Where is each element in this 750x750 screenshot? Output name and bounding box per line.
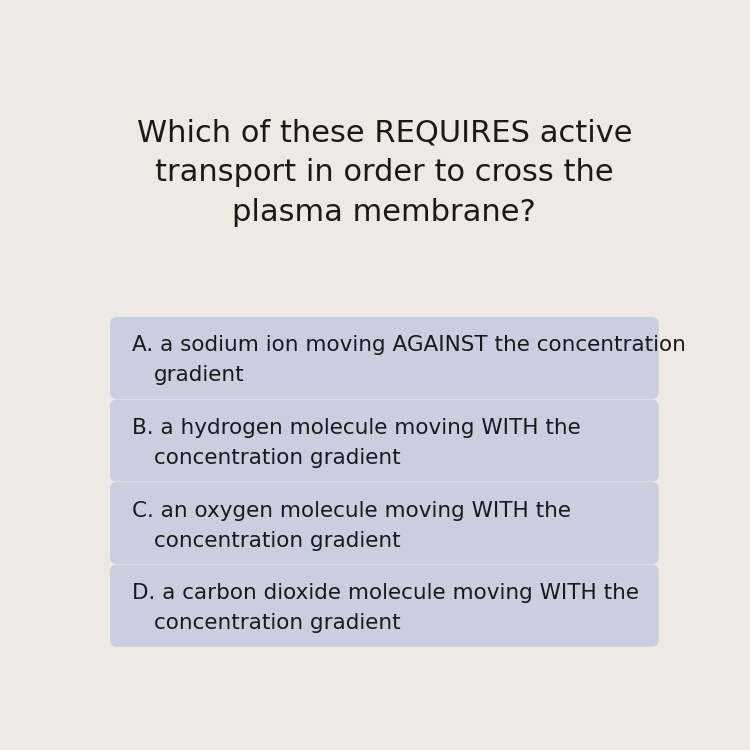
FancyBboxPatch shape (110, 400, 658, 482)
FancyBboxPatch shape (110, 482, 658, 564)
FancyBboxPatch shape (110, 317, 658, 399)
Text: concentration gradient: concentration gradient (154, 614, 401, 633)
Text: D. a carbon dioxide molecule moving WITH the: D. a carbon dioxide molecule moving WITH… (131, 584, 638, 603)
FancyBboxPatch shape (110, 565, 658, 646)
Text: Which of these REQUIRES active
transport in order to cross the
plasma membrane?: Which of these REQUIRES active transport… (136, 118, 632, 226)
Text: gradient: gradient (154, 365, 244, 386)
Text: concentration gradient: concentration gradient (154, 448, 401, 468)
Text: A. a sodium ion moving AGAINST the concentration: A. a sodium ion moving AGAINST the conce… (131, 335, 686, 356)
Text: concentration gradient: concentration gradient (154, 531, 401, 550)
Text: B. a hydrogen molecule moving WITH the: B. a hydrogen molecule moving WITH the (131, 418, 580, 438)
Text: C. an oxygen molecule moving WITH the: C. an oxygen molecule moving WITH the (131, 500, 571, 520)
